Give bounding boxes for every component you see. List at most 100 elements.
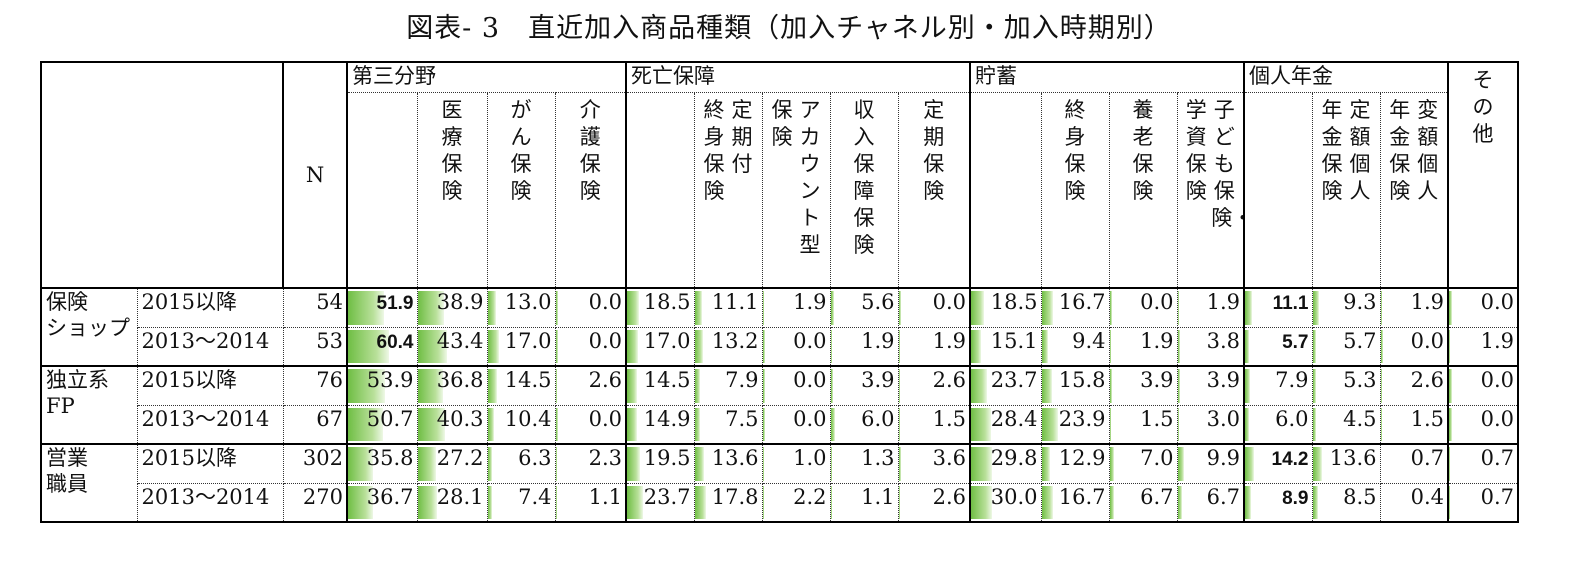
data-bar — [1178, 291, 1179, 325]
data-bar — [348, 329, 390, 363]
value-cell: 36.8 — [416, 365, 488, 406]
value-cell: 1.9 — [1176, 287, 1245, 328]
data-bar — [556, 407, 559, 441]
data-bar — [556, 447, 558, 481]
channel-label: 保険 ショップ — [40, 287, 138, 367]
table-row: 2013～2014 53 60.4 43.4 17.0 0.0 17.0 13.2 0.0 1.9… — [41, 326, 1519, 367]
header-row-subs: 医療保険 がん保険 介護保険 終身保険 定期付 保険 アカウント型 収入保障保険 定… — [41, 91, 1518, 289]
data-bar — [627, 485, 643, 519]
value-cell: 0.0 — [761, 326, 831, 367]
data-bar — [695, 329, 704, 363]
data-bar — [348, 369, 385, 403]
value-label: 0.0 — [588, 290, 622, 314]
data-bar — [1042, 369, 1053, 403]
data-bar — [1178, 485, 1182, 519]
value-label: 15.8 — [1058, 368, 1106, 392]
group-header-death-protection: 死亡保障 — [625, 61, 971, 93]
value-cell: 7.9 — [1243, 365, 1313, 406]
table-row: 営業 職員 2015以降 302 35.8 27.2 6.3 2.3 19.5 13.6 1.0 1.… — [40, 443, 1519, 523]
value-label: 1.5 — [1140, 406, 1174, 431]
value-cell: 0.0 — [761, 365, 831, 406]
value-cell: 3.8 — [1176, 326, 1245, 367]
data-bar — [763, 291, 764, 325]
value-label: 9.3 — [1343, 290, 1377, 314]
data-bar — [488, 407, 495, 441]
data-bar — [1449, 291, 1452, 325]
data-bar — [831, 485, 832, 519]
value-cell: 2.2 — [761, 482, 831, 523]
value-cell: 6.3 — [486, 443, 556, 484]
value-label: 7.9 — [725, 368, 759, 392]
value-cell: 0.7 — [1447, 443, 1519, 484]
data-bar — [1178, 329, 1180, 363]
value-cell: 51.9 — [346, 287, 418, 328]
value-label: 1.9 — [1480, 328, 1514, 353]
data-bar — [971, 329, 982, 363]
data-table: N 第三分野 死亡保障 貯蓄 個人年金 その他 医療保険 がん保険 介護保険 終… — [40, 61, 1519, 523]
data-bar — [1381, 369, 1383, 403]
value-cell: 0.7 — [1379, 443, 1449, 484]
data-bar — [348, 485, 374, 519]
value-cell: 43.4 — [416, 326, 488, 367]
value-label: 16.7 — [1058, 484, 1106, 509]
value-label: 6.7 — [1206, 484, 1240, 509]
value-cell: 12.9 — [1040, 443, 1110, 484]
value-cell: 1.9 — [829, 326, 899, 367]
value-cell: 0.0 — [761, 404, 831, 445]
data-bar — [763, 485, 764, 519]
data-bar — [831, 407, 835, 441]
value-cell: 15.1 — [969, 326, 1042, 367]
data-bar — [1313, 485, 1319, 519]
value-cell: 0.0 — [1447, 287, 1519, 328]
value-cell: 3.9 — [1176, 365, 1245, 406]
data-bar — [418, 291, 445, 325]
care-header: 介護保険 — [554, 91, 627, 289]
value-cell: 3.9 — [829, 365, 899, 406]
value-label: 3.6 — [932, 446, 966, 470]
value-cell: 11.1 — [1243, 287, 1313, 328]
value-label: 5.7 — [1282, 331, 1309, 353]
value-cell: 17.0 — [625, 326, 695, 367]
channel-label: 独立系 FP — [40, 365, 138, 445]
value-label: 17.8 — [711, 484, 759, 509]
value-label: 14.5 — [504, 368, 552, 392]
n-value: 53 — [282, 326, 348, 367]
n-value: 302 — [282, 443, 348, 484]
value-label: 23.7 — [990, 368, 1038, 392]
value-cell: 14.2 — [1243, 443, 1313, 484]
data-bar — [899, 447, 902, 481]
value-cell: 5.6 — [829, 287, 899, 328]
data-bar — [1110, 329, 1111, 363]
value-label: 2.6 — [932, 368, 966, 392]
data-bar — [1110, 291, 1113, 325]
period-label: 2013～2014 — [136, 404, 284, 445]
value-cell: 1.1 — [829, 482, 899, 523]
data-bar — [1245, 447, 1255, 481]
data-bar — [627, 291, 640, 325]
value-cell: 13.6 — [693, 443, 763, 484]
data-bar — [971, 485, 992, 519]
value-label: 1.9 — [861, 328, 895, 353]
value-label: 5.7 — [1343, 328, 1377, 353]
value-label: 14.5 — [643, 368, 691, 392]
value-label: 28.4 — [990, 406, 1038, 431]
data-bar — [899, 407, 900, 441]
value-label: 13.2 — [711, 328, 759, 353]
table-body: N 第三分野 死亡保障 貯蓄 個人年金 その他 医療保険 がん保険 介護保険 終… — [40, 61, 1519, 523]
value-label: 1.9 — [932, 328, 966, 353]
data-bar — [1313, 407, 1316, 441]
channel-label-line: ショップ — [46, 316, 130, 340]
data-bar — [1178, 407, 1180, 441]
value-label: 11.1 — [711, 290, 759, 314]
value-cell: 5.3 — [1311, 365, 1381, 406]
value-cell: 18.5 — [625, 287, 695, 328]
n-value: 54 — [282, 287, 348, 328]
value-cell: 2.6 — [1379, 365, 1449, 406]
value-label: 0.4 — [1410, 484, 1444, 509]
data-bar — [899, 485, 901, 519]
data-bar — [1449, 369, 1452, 403]
value-cell: 9.3 — [1311, 287, 1381, 328]
value-cell: 1.5 — [1108, 404, 1178, 445]
value-label: 14.9 — [643, 406, 691, 431]
value-cell: 7.5 — [693, 404, 763, 445]
